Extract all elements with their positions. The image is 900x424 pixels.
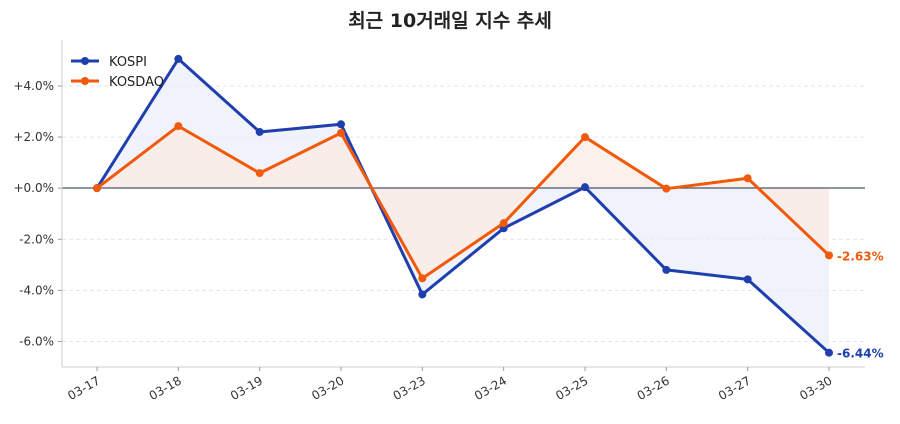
x-tick-label: 03-26 [635, 373, 672, 403]
kosdaq-point [174, 122, 183, 131]
legend: KOSPI KOSDAQ [71, 55, 164, 90]
kospi-point [255, 127, 264, 136]
y-tick-label: +0.0% [13, 181, 54, 195]
kospi-end-label: -6.44% [837, 347, 884, 361]
legend-marker [81, 77, 89, 85]
x-tick-label: 03-20 [309, 373, 346, 403]
legend-marker [81, 57, 89, 65]
kospi-point [174, 54, 183, 63]
x-tick-label: 03-27 [716, 373, 753, 403]
kosdaq-line [96, 124, 831, 280]
legend-label: KOSPI [109, 55, 147, 70]
kosdaq-point [581, 133, 589, 142]
y-tick-label: -4.0% [19, 283, 54, 297]
kospi-line [95, 57, 831, 354]
kosdaq-point [93, 184, 101, 193]
x-tick-label: 03-24 [472, 373, 509, 403]
x-tick-label: 03-18 [147, 373, 184, 403]
kosdaq-point [418, 274, 427, 283]
kospi-point [337, 120, 345, 129]
x-tick-label: 03-23 [391, 373, 428, 403]
x-tick-label: 03-30 [797, 373, 834, 403]
kosdaq-point [499, 219, 508, 228]
kosdaq-point [337, 128, 345, 137]
kosdaq-point [662, 184, 671, 193]
kospi-point [662, 265, 671, 274]
kosdaq-point [255, 169, 264, 178]
y-tick-label: -6.0% [19, 334, 54, 348]
y-tick-label: -2.0% [19, 232, 54, 246]
kosdaq-point [743, 174, 752, 183]
x-tick-label: 03-19 [228, 373, 265, 403]
x-tick-label: 03-25 [553, 373, 590, 403]
x-tick-label: 03-17 [65, 373, 102, 403]
kospi-point [581, 183, 589, 192]
kospi-point [743, 275, 752, 284]
y-tick-label: +2.0% [13, 130, 54, 144]
kosdaq-end-label: -2.63% [837, 249, 884, 263]
kospi-point [825, 348, 833, 357]
kosdaq-point [825, 251, 833, 260]
legend-label: KOSDAQ [109, 75, 164, 90]
y-tick-label: +4.0% [13, 79, 54, 93]
kospi-point [418, 290, 427, 299]
chart-title: 최근 10거래일 지수 추세 [348, 10, 552, 32]
